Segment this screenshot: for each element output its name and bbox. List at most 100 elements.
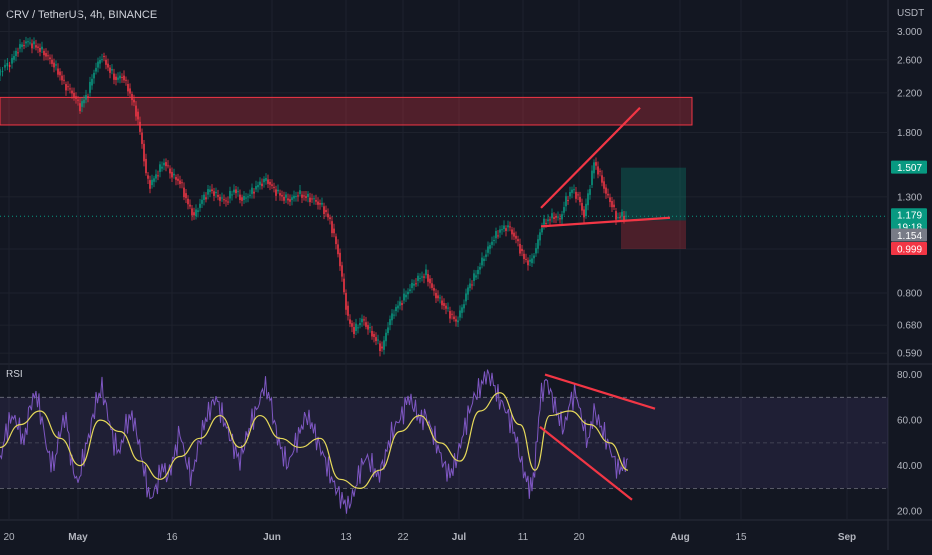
time-tick-label: Jul bbox=[452, 532, 467, 543]
candle-body bbox=[199, 203, 201, 208]
candle-body bbox=[137, 111, 139, 120]
candle-body bbox=[25, 41, 27, 44]
candle-body bbox=[361, 318, 363, 323]
candle-body bbox=[41, 46, 43, 50]
candle-body bbox=[619, 217, 621, 219]
rsi-pane bbox=[0, 369, 888, 514]
candle-body bbox=[51, 59, 53, 64]
candle-body bbox=[329, 217, 331, 220]
candle-body bbox=[55, 64, 57, 66]
candle-body bbox=[265, 177, 267, 181]
candle-body bbox=[327, 213, 329, 218]
candle-body bbox=[277, 189, 279, 192]
time-tick-label: Aug bbox=[670, 532, 689, 543]
candle-body bbox=[59, 71, 61, 76]
candle-body bbox=[343, 278, 345, 293]
stop-zone bbox=[621, 220, 686, 250]
candle-body bbox=[87, 96, 89, 98]
rsi-line bbox=[0, 369, 629, 514]
candle-body bbox=[539, 232, 541, 241]
candle-body bbox=[375, 337, 377, 342]
candle-body bbox=[195, 209, 197, 217]
candle-body bbox=[341, 265, 343, 277]
candle-body bbox=[179, 180, 181, 185]
candle-body bbox=[595, 162, 597, 166]
candle-body bbox=[485, 254, 487, 257]
candle-body bbox=[465, 293, 467, 302]
candle-body bbox=[33, 41, 35, 45]
candle-body bbox=[23, 45, 25, 47]
candle-body bbox=[365, 322, 367, 327]
candle-body bbox=[213, 191, 215, 196]
price-tick-label: 2.600 bbox=[897, 55, 922, 66]
chart-title: CRV / TetherUS, 4h, BINANCE bbox=[6, 9, 157, 21]
candle-body bbox=[479, 266, 481, 270]
candle-body bbox=[427, 274, 429, 282]
candle-body bbox=[8, 64, 11, 67]
candle-body bbox=[119, 75, 121, 79]
candle-body bbox=[187, 198, 189, 205]
candle-body bbox=[129, 88, 131, 94]
candle-body bbox=[297, 195, 299, 197]
candle-body bbox=[481, 257, 483, 266]
price-label-bg bbox=[891, 242, 927, 256]
rsi-trendline bbox=[544, 373, 656, 410]
candle-body bbox=[403, 293, 405, 301]
candle-body bbox=[263, 178, 265, 183]
candle-body bbox=[169, 168, 171, 174]
candle-body bbox=[197, 210, 199, 212]
candle-body bbox=[281, 195, 283, 197]
candle-body bbox=[349, 319, 351, 324]
candle-body bbox=[437, 295, 439, 299]
candle-body bbox=[67, 86, 69, 88]
candle-body bbox=[583, 209, 585, 218]
candle-body bbox=[101, 59, 103, 61]
candle-body bbox=[0, 69, 1, 76]
candle-body bbox=[469, 283, 471, 289]
candle-body bbox=[251, 187, 253, 194]
price-label-bg bbox=[891, 208, 927, 222]
candle-body bbox=[321, 202, 323, 205]
candle-body bbox=[323, 206, 325, 215]
candle-body bbox=[373, 334, 375, 338]
price-tick-label: 3.000 bbox=[897, 27, 922, 38]
candle-body bbox=[493, 240, 495, 242]
candle-body bbox=[6, 62, 9, 67]
candle-body bbox=[591, 170, 593, 186]
candle-body bbox=[217, 195, 219, 197]
candle-body bbox=[127, 84, 129, 92]
candle-body bbox=[227, 201, 229, 203]
candle-body bbox=[315, 199, 317, 202]
candle-body bbox=[113, 73, 115, 80]
currency-label: USDT bbox=[897, 8, 924, 19]
candle-body bbox=[143, 143, 145, 162]
candle-body bbox=[229, 190, 231, 199]
candle-body bbox=[65, 84, 67, 91]
candle-body bbox=[621, 211, 623, 217]
candle-body bbox=[575, 191, 577, 199]
candle-body bbox=[191, 208, 193, 216]
candle-body bbox=[225, 200, 227, 202]
candle-body bbox=[573, 189, 575, 191]
target-zone bbox=[621, 167, 686, 221]
candle-body bbox=[615, 211, 617, 220]
price-label-target: 1.507 bbox=[897, 163, 922, 174]
candle-body bbox=[617, 217, 619, 219]
candle-body bbox=[15, 50, 17, 57]
candle-body bbox=[39, 47, 41, 52]
candle-body bbox=[555, 216, 557, 218]
time-axis[interactable]: 20 May 16 Jun 13 22 Jul 11 20 Aug 15 Sep bbox=[3, 532, 856, 543]
candle-body bbox=[371, 330, 373, 337]
candle-body bbox=[331, 221, 333, 234]
candle-body bbox=[159, 164, 161, 172]
candle-body bbox=[205, 197, 207, 200]
candle-body bbox=[1, 71, 4, 73]
candle-body bbox=[587, 193, 589, 206]
candle-body bbox=[253, 191, 255, 194]
time-tick-label: 22 bbox=[397, 532, 409, 543]
candle-body bbox=[4, 64, 6, 68]
price-tick-label: 0.590 bbox=[897, 349, 922, 360]
